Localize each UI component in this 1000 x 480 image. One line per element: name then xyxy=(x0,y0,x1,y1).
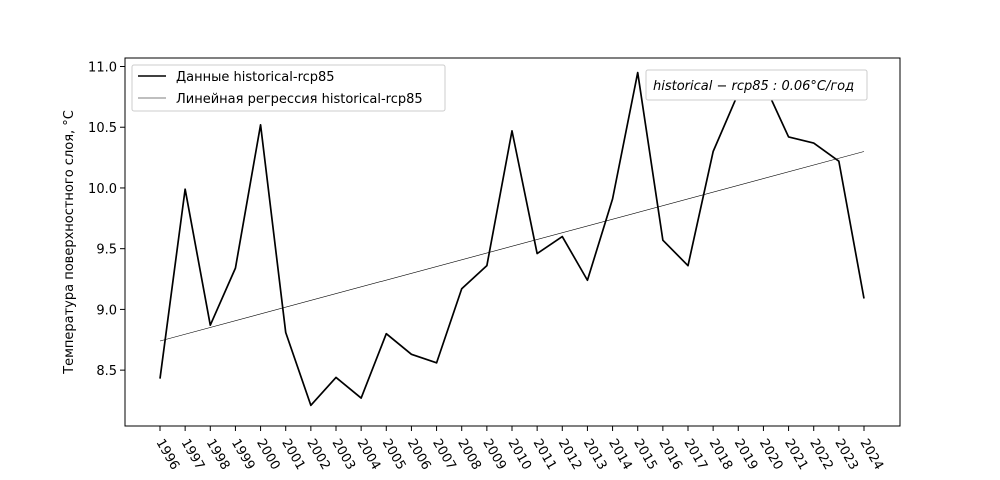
x-tick-label: 2001 xyxy=(278,437,308,473)
x-tick-label: 1999 xyxy=(228,437,258,473)
x-tick-label: 2015 xyxy=(630,437,660,473)
y-tick-label: 9.5 xyxy=(96,243,117,258)
x-tick-label: 2010 xyxy=(505,437,535,473)
x-tick-label: 2024 xyxy=(857,437,887,473)
x-tick-label: 2014 xyxy=(605,437,635,473)
y-tick-label: 9.0 xyxy=(96,303,117,318)
x-tick-label: 2022 xyxy=(806,437,836,473)
regression-line xyxy=(159,151,865,342)
x-tick-label: 2023 xyxy=(831,437,861,473)
x-tick-label: 2019 xyxy=(731,437,761,473)
x-tick-label: 2016 xyxy=(655,437,685,473)
x-tick-label: 2012 xyxy=(555,437,585,473)
annotation: historical − rcp85 : 0.06°C/год xyxy=(645,69,868,101)
legend-box xyxy=(131,64,446,112)
x-tick-label: 2020 xyxy=(756,437,786,473)
x-tick-label: 1997 xyxy=(178,437,208,473)
x-tick-label: 2002 xyxy=(303,437,333,473)
y-tick-label: 8.5 xyxy=(96,364,117,379)
x-tick-label: 2006 xyxy=(404,437,434,473)
annotation-text: historical − rcp85 : 0.06°C/год xyxy=(653,79,854,94)
x-tick-label: 1998 xyxy=(203,437,233,473)
x-axis: 1996199719981999200020012002200320042005… xyxy=(153,426,887,473)
y-tick-label: 11.0 xyxy=(88,61,117,76)
y-axis: 8.5 9.0 9.5 10.0 10.5 11.0 xyxy=(88,61,125,379)
x-tick-label: 2011 xyxy=(530,437,560,473)
y-tick-label: 10.5 xyxy=(88,121,117,136)
x-tick-label: 2013 xyxy=(580,437,610,473)
x-tick-label: 2017 xyxy=(681,437,711,473)
legend-label-data: Данные historical-rcp85 xyxy=(176,70,335,85)
x-tick-label: 2008 xyxy=(454,437,484,473)
x-tick-label: 2009 xyxy=(479,437,509,473)
legend-label-regression: Линейная регрессия historical-rcp85 xyxy=(176,92,423,107)
x-tick-label: 2000 xyxy=(253,437,283,473)
legend: Данные historical-rcp85 Линейная регресс… xyxy=(131,64,446,112)
y-axis-label: Температура поверхностного слоя, °C xyxy=(62,110,77,375)
annotation-box xyxy=(645,69,868,101)
y-tick-label: 10.0 xyxy=(88,182,117,197)
x-tick-label: 2007 xyxy=(429,437,459,473)
x-tick-label: 2004 xyxy=(354,437,384,473)
x-tick-label: 2018 xyxy=(706,437,736,473)
x-tick-label: 2021 xyxy=(781,437,811,473)
x-tick-label: 2003 xyxy=(329,437,359,473)
x-tick-label: 2005 xyxy=(379,437,409,473)
plot-area xyxy=(124,57,901,427)
x-tick-label: 1996 xyxy=(153,437,183,473)
